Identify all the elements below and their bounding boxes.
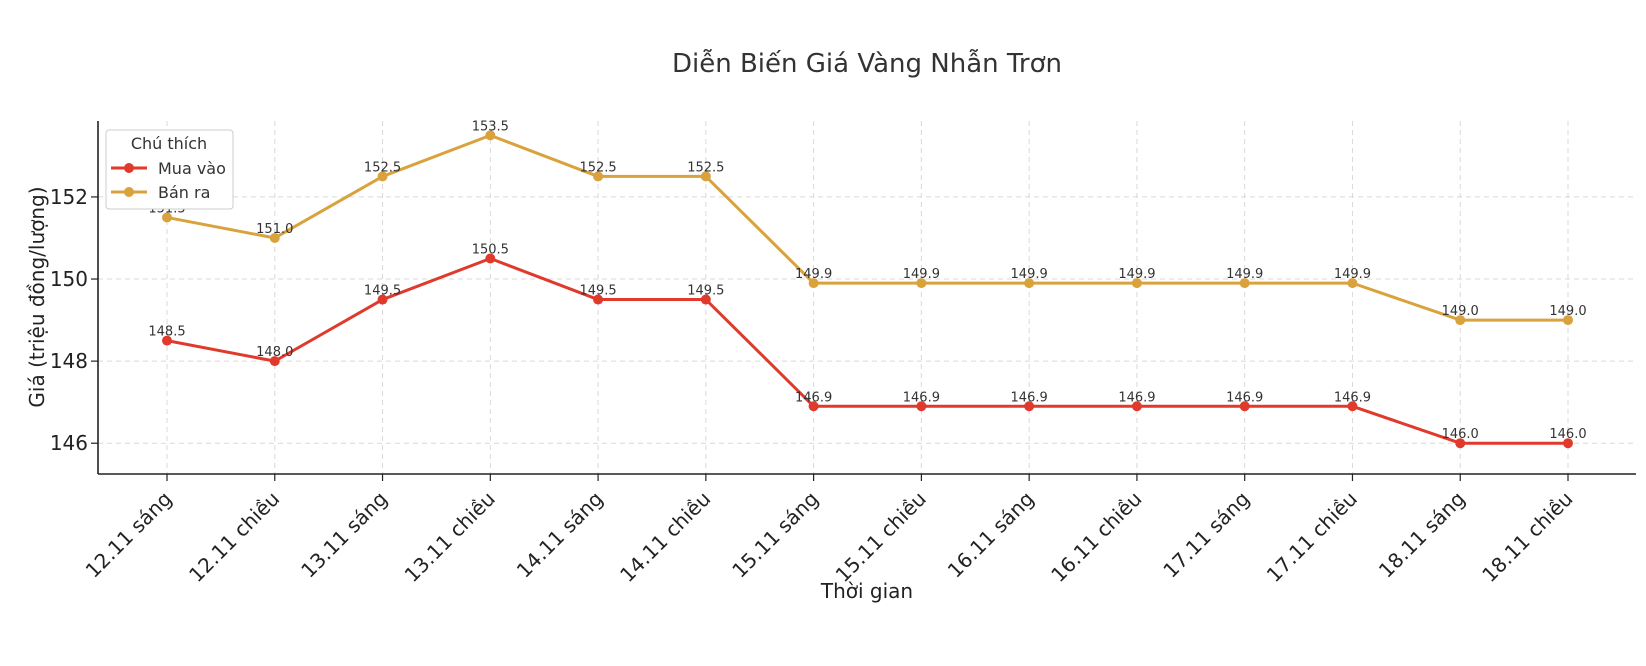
- data-label-buy: 149.5: [579, 284, 616, 299]
- data-point-sell: [1239, 278, 1250, 289]
- x-tick-label: 13.11 chiều: [400, 487, 500, 587]
- data-label-buy: 146.0: [1442, 427, 1479, 442]
- data-point-sell: [162, 212, 172, 223]
- legend-label-sell: Bán ra: [158, 183, 210, 202]
- data-point-buy: [162, 335, 172, 346]
- y-axis-label: Giá (triệu đồng/lượng): [25, 186, 49, 407]
- legend-swatch-marker: [124, 163, 134, 173]
- data-label-sell: 152.5: [687, 160, 724, 175]
- x-tick-label: 16.11 sáng: [943, 487, 1039, 583]
- data-point-sell: [377, 171, 388, 182]
- legend-label-buy: Mua vào: [158, 159, 226, 178]
- data-label-sell: 153.5: [472, 119, 509, 134]
- data-point-buy: [808, 401, 819, 412]
- x-tick-label: 13.11 sáng: [296, 487, 392, 583]
- data-label-buy: 146.9: [1011, 390, 1048, 405]
- x-tick-label: 12.11 chiều: [184, 487, 284, 587]
- data-label-sell: 149.9: [903, 267, 940, 282]
- x-tick-label: 14.11 sáng: [512, 487, 608, 583]
- data-point-buy: [1131, 401, 1142, 412]
- data-point-sell: [1563, 315, 1573, 326]
- series-line-buy: [166, 257, 1568, 445]
- data-point-buy: [1455, 438, 1466, 449]
- data-point-sell: [1131, 278, 1142, 289]
- data-label-buy: 150.5: [472, 243, 509, 258]
- data-point-buy: [269, 356, 280, 367]
- data-point-buy: [1239, 401, 1250, 412]
- data-label-sell: 149.0: [1442, 304, 1479, 319]
- x-tick-label: 16.11 chiều: [1046, 487, 1146, 587]
- data-point-sell: [1455, 315, 1466, 326]
- data-point-sell: [916, 278, 927, 289]
- x-tick-label: 17.11 sáng: [1158, 487, 1254, 583]
- data-point-buy: [1347, 401, 1358, 412]
- data-label-sell: 151.0: [256, 222, 293, 237]
- y-tick-label: 146: [50, 431, 88, 455]
- data-label-sell: 149.0: [1549, 304, 1586, 319]
- data-point-buy: [593, 294, 604, 305]
- y-tick-label: 148: [50, 349, 88, 373]
- x-axis-label: Thời gian: [820, 579, 913, 603]
- data-labels: 148.5 148.0 149.5 150.5 149.5 149.5 146.9 146.9…: [148, 119, 1586, 442]
- data-label-buy: 146.9: [1226, 390, 1263, 405]
- data-point-buy: [1563, 438, 1573, 449]
- data-label-sell: 152.5: [364, 160, 401, 175]
- data-label-buy: 148.5: [148, 325, 185, 340]
- x-tick-label: 18.11 sáng: [1374, 487, 1470, 583]
- data-point-sell: [485, 130, 496, 141]
- data-label-sell: 149.9: [1011, 267, 1048, 282]
- data-point-sell: [700, 171, 711, 182]
- series: [162, 130, 1573, 449]
- data-label-buy: 146.9: [795, 390, 832, 405]
- chart-title: Diễn Biến Giá Vàng Nhẫn Trơn: [672, 48, 1062, 79]
- x-tick-label: 14.11 chiều: [615, 487, 715, 587]
- x-tick-label: 15.11 sáng: [727, 487, 823, 583]
- x-tick-label: 17.11 chiều: [1262, 487, 1362, 587]
- x-tick-label: 18.11 chiều: [1477, 487, 1577, 587]
- data-label-sell: 152.5: [579, 160, 616, 175]
- data-label-sell: 149.9: [1118, 267, 1155, 282]
- data-label-buy: 148.0: [256, 345, 293, 360]
- legend-box: [105, 129, 234, 210]
- legend: Chú thích Mua vào Bán ra: [105, 129, 234, 210]
- data-point-sell: [1347, 278, 1358, 289]
- data-label-buy: 146.9: [1118, 390, 1155, 405]
- data-point-sell: [808, 278, 819, 289]
- grid: [98, 121, 1636, 474]
- x-tick-label: 15.11 chiều: [831, 487, 931, 587]
- data-point-buy: [916, 401, 927, 412]
- data-point-buy: [700, 294, 711, 305]
- data-label-sell: 149.9: [1226, 267, 1263, 282]
- data-point-buy: [485, 253, 496, 264]
- x-tick-label: 12.11 sáng: [81, 487, 177, 583]
- legend-swatch-marker: [124, 187, 134, 197]
- series-line-sell: [166, 133, 1568, 322]
- data-label-sell: 149.9: [795, 267, 832, 282]
- data-point-sell: [593, 171, 604, 182]
- data-point-sell: [269, 232, 280, 243]
- legend-title: Chú thích: [131, 134, 207, 153]
- data-point-sell: [1024, 278, 1035, 289]
- y-tick-label: 150: [50, 267, 88, 291]
- data-label-buy: 146.9: [903, 390, 940, 405]
- data-label-buy: 146.9: [1334, 390, 1371, 405]
- data-point-buy: [377, 294, 388, 305]
- data-label-buy: 149.5: [364, 284, 401, 299]
- data-label-sell: 149.9: [1334, 267, 1371, 282]
- data-point-buy: [1024, 401, 1035, 412]
- y-tick-label: 152: [50, 185, 88, 209]
- data-label-buy: 149.5: [687, 284, 724, 299]
- data-label-buy: 146.0: [1549, 427, 1586, 442]
